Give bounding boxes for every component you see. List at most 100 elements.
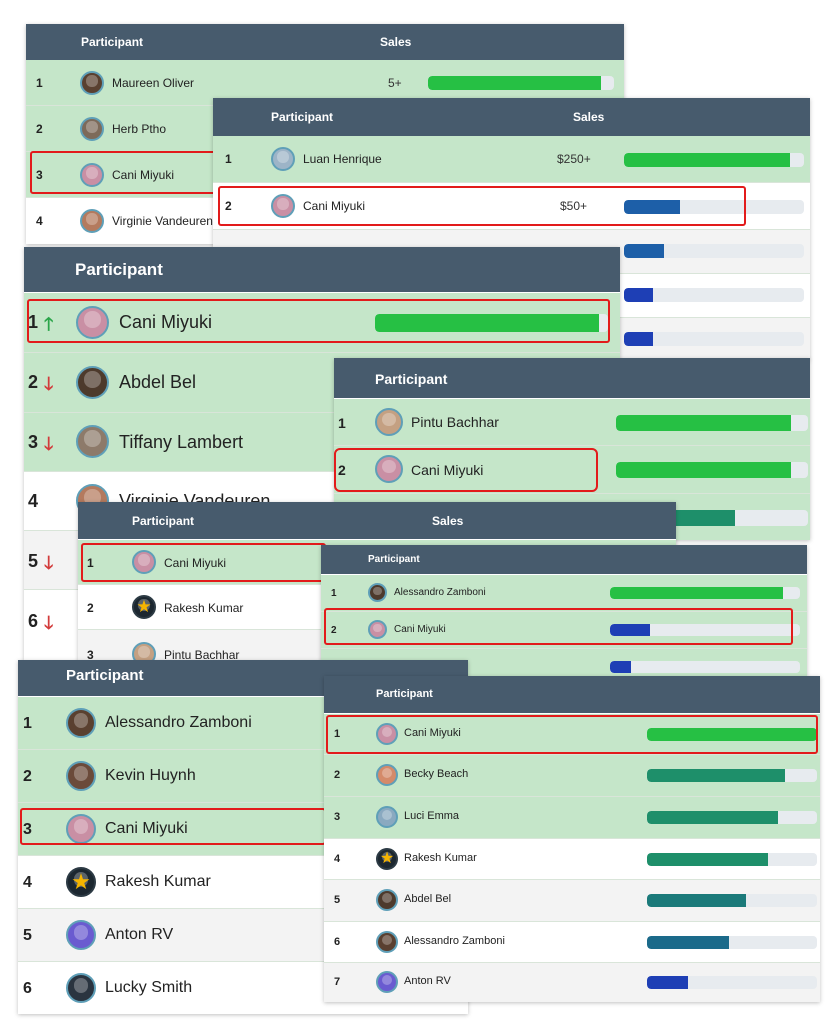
participant-name: Alessandro Zamboni [105,714,252,731]
column-header-participant: Participant [75,260,163,279]
sales-bar-fill [647,894,746,907]
rank-number: 2 [334,769,341,781]
column-header-participant: Participant [375,371,448,387]
avatar [80,209,104,233]
avatar [76,366,109,399]
rank-number: 4 [334,853,341,865]
table-row[interactable]: 6 Alessandro Zamboni [324,922,820,963]
rank-number: 1 [23,715,32,732]
rank-up-arrow-icon: 🡑 [44,314,54,334]
column-header-participant: Participant [368,554,420,565]
rank-number: 4 [23,874,32,891]
avatar [76,425,109,458]
sales-bar-fill [616,415,791,431]
participant-name: Cani Miyuki [164,556,227,570]
avatar [66,920,96,950]
participant-name: Cani Miyuki [112,168,175,182]
participant-name: Cani Miyuki [105,820,188,837]
rank-number: 5 [28,551,39,571]
participant-name: Abdel Bel [119,372,197,392]
participant-name: Cani Miyuki [119,312,213,332]
table-row[interactable]: 1 🡑 Cani Miyuki [24,293,620,353]
participant-name: Tiffany Lambert [119,432,244,452]
column-header-participant: Participant [81,35,144,49]
column-header-sales: Sales [380,35,412,49]
sales-bar [616,415,808,431]
sales-bar-fill [647,811,778,824]
rank-number: 3 [23,821,32,838]
rank-number: 4 [28,491,39,511]
rank-down-arrow-icon: 🡓 [44,434,54,454]
sales-bar-fill [610,587,783,599]
rank-number: 1 [225,152,232,166]
avatar [368,620,387,639]
table-header: Participant [324,676,820,713]
rank-number: 2 [87,601,94,615]
participant-name: Luci Emma [404,810,460,822]
sales-bar [624,200,804,214]
table-row[interactable]: 7 Anton RV [324,963,820,1002]
sales-bar-fill [624,288,653,302]
sales-bar-fill [647,728,817,741]
avatar [376,971,398,993]
rank-number: 1 [28,312,39,332]
sales-bar [610,661,800,673]
sales-bar-fill [375,314,599,332]
participant-name: Rakesh Kumar [164,601,244,615]
column-header-participant: Participant [271,110,334,124]
rank-number: 7 [334,976,341,988]
table-row[interactable]: 4 ★ Rakesh Kumar [324,839,820,880]
table-row[interactable]: 2 Cani Miyuki [334,446,810,494]
table-row[interactable]: 1 Luan Henrique $250+ [213,136,810,183]
rank-number: 3 [334,811,341,823]
avatar [76,306,109,339]
table-header: Participant [24,247,620,292]
table-row[interactable]: 5 Abdel Bel [324,880,820,922]
table-row[interactable]: 1 Pintu Bachhar [334,399,810,446]
rank-down-arrow-icon: 🡓 [44,374,54,394]
participant-name: Cani Miyuki [411,462,484,478]
avatar [376,723,398,745]
table-row[interactable]: 1 Cani Miyuki [324,714,820,755]
leaderboard-panel-8: Participant 1 Cani Miyuki 2 Becky Beach … [324,676,820,1002]
table-row[interactable]: 2 Becky Beach [324,755,820,797]
sales-bar-fill [624,153,790,167]
avatar [66,708,96,738]
sales-bar [375,314,608,332]
participant-name: Anton RV [404,975,451,987]
rank-number: 2 [28,372,39,392]
rank-number: 2 [23,768,32,785]
rank-number: 1 [334,728,341,740]
sales-bar [647,936,817,949]
avatar [271,194,295,218]
participant-name: Rakesh Kumar [105,873,211,890]
rank-number: 2 [225,199,232,213]
avatar [375,408,403,436]
rank-number: 5 [334,894,341,906]
table-row[interactable]: 1 Alessandro Zamboni [321,575,807,612]
participant-name: Maureen Oliver [112,76,195,90]
rank-number: 2 [338,462,346,478]
rank-number: 3 [36,168,43,182]
sales-bar [647,976,817,989]
avatar [376,931,398,953]
sales-bar [616,462,808,478]
avatar [376,806,398,828]
column-header-sales: Sales [573,110,605,124]
table-row[interactable]: 2 Cani Miyuki [321,612,807,649]
rank-number: 2 [36,122,43,136]
participant-name: Alessandro Zamboni [404,935,505,947]
star-icon: ★ [136,597,152,616]
rank-down-arrow-icon: 🡓 [44,553,54,573]
rank-number: 5 [23,927,32,944]
sales-amount: $250+ [557,152,591,166]
rank-number: 2 [331,625,337,636]
star-avatar-icon [66,867,96,897]
rank-number: 6 [23,980,32,997]
table-row[interactable]: 2 Cani Miyuki $50+ [213,183,810,230]
sales-bar-fill [624,244,664,258]
sales-bar [647,769,817,782]
column-header-sales: Sales [432,514,464,528]
table-row[interactable]: 3 Luci Emma [324,797,820,839]
participant-name: Alessandro Zamboni [394,587,486,598]
